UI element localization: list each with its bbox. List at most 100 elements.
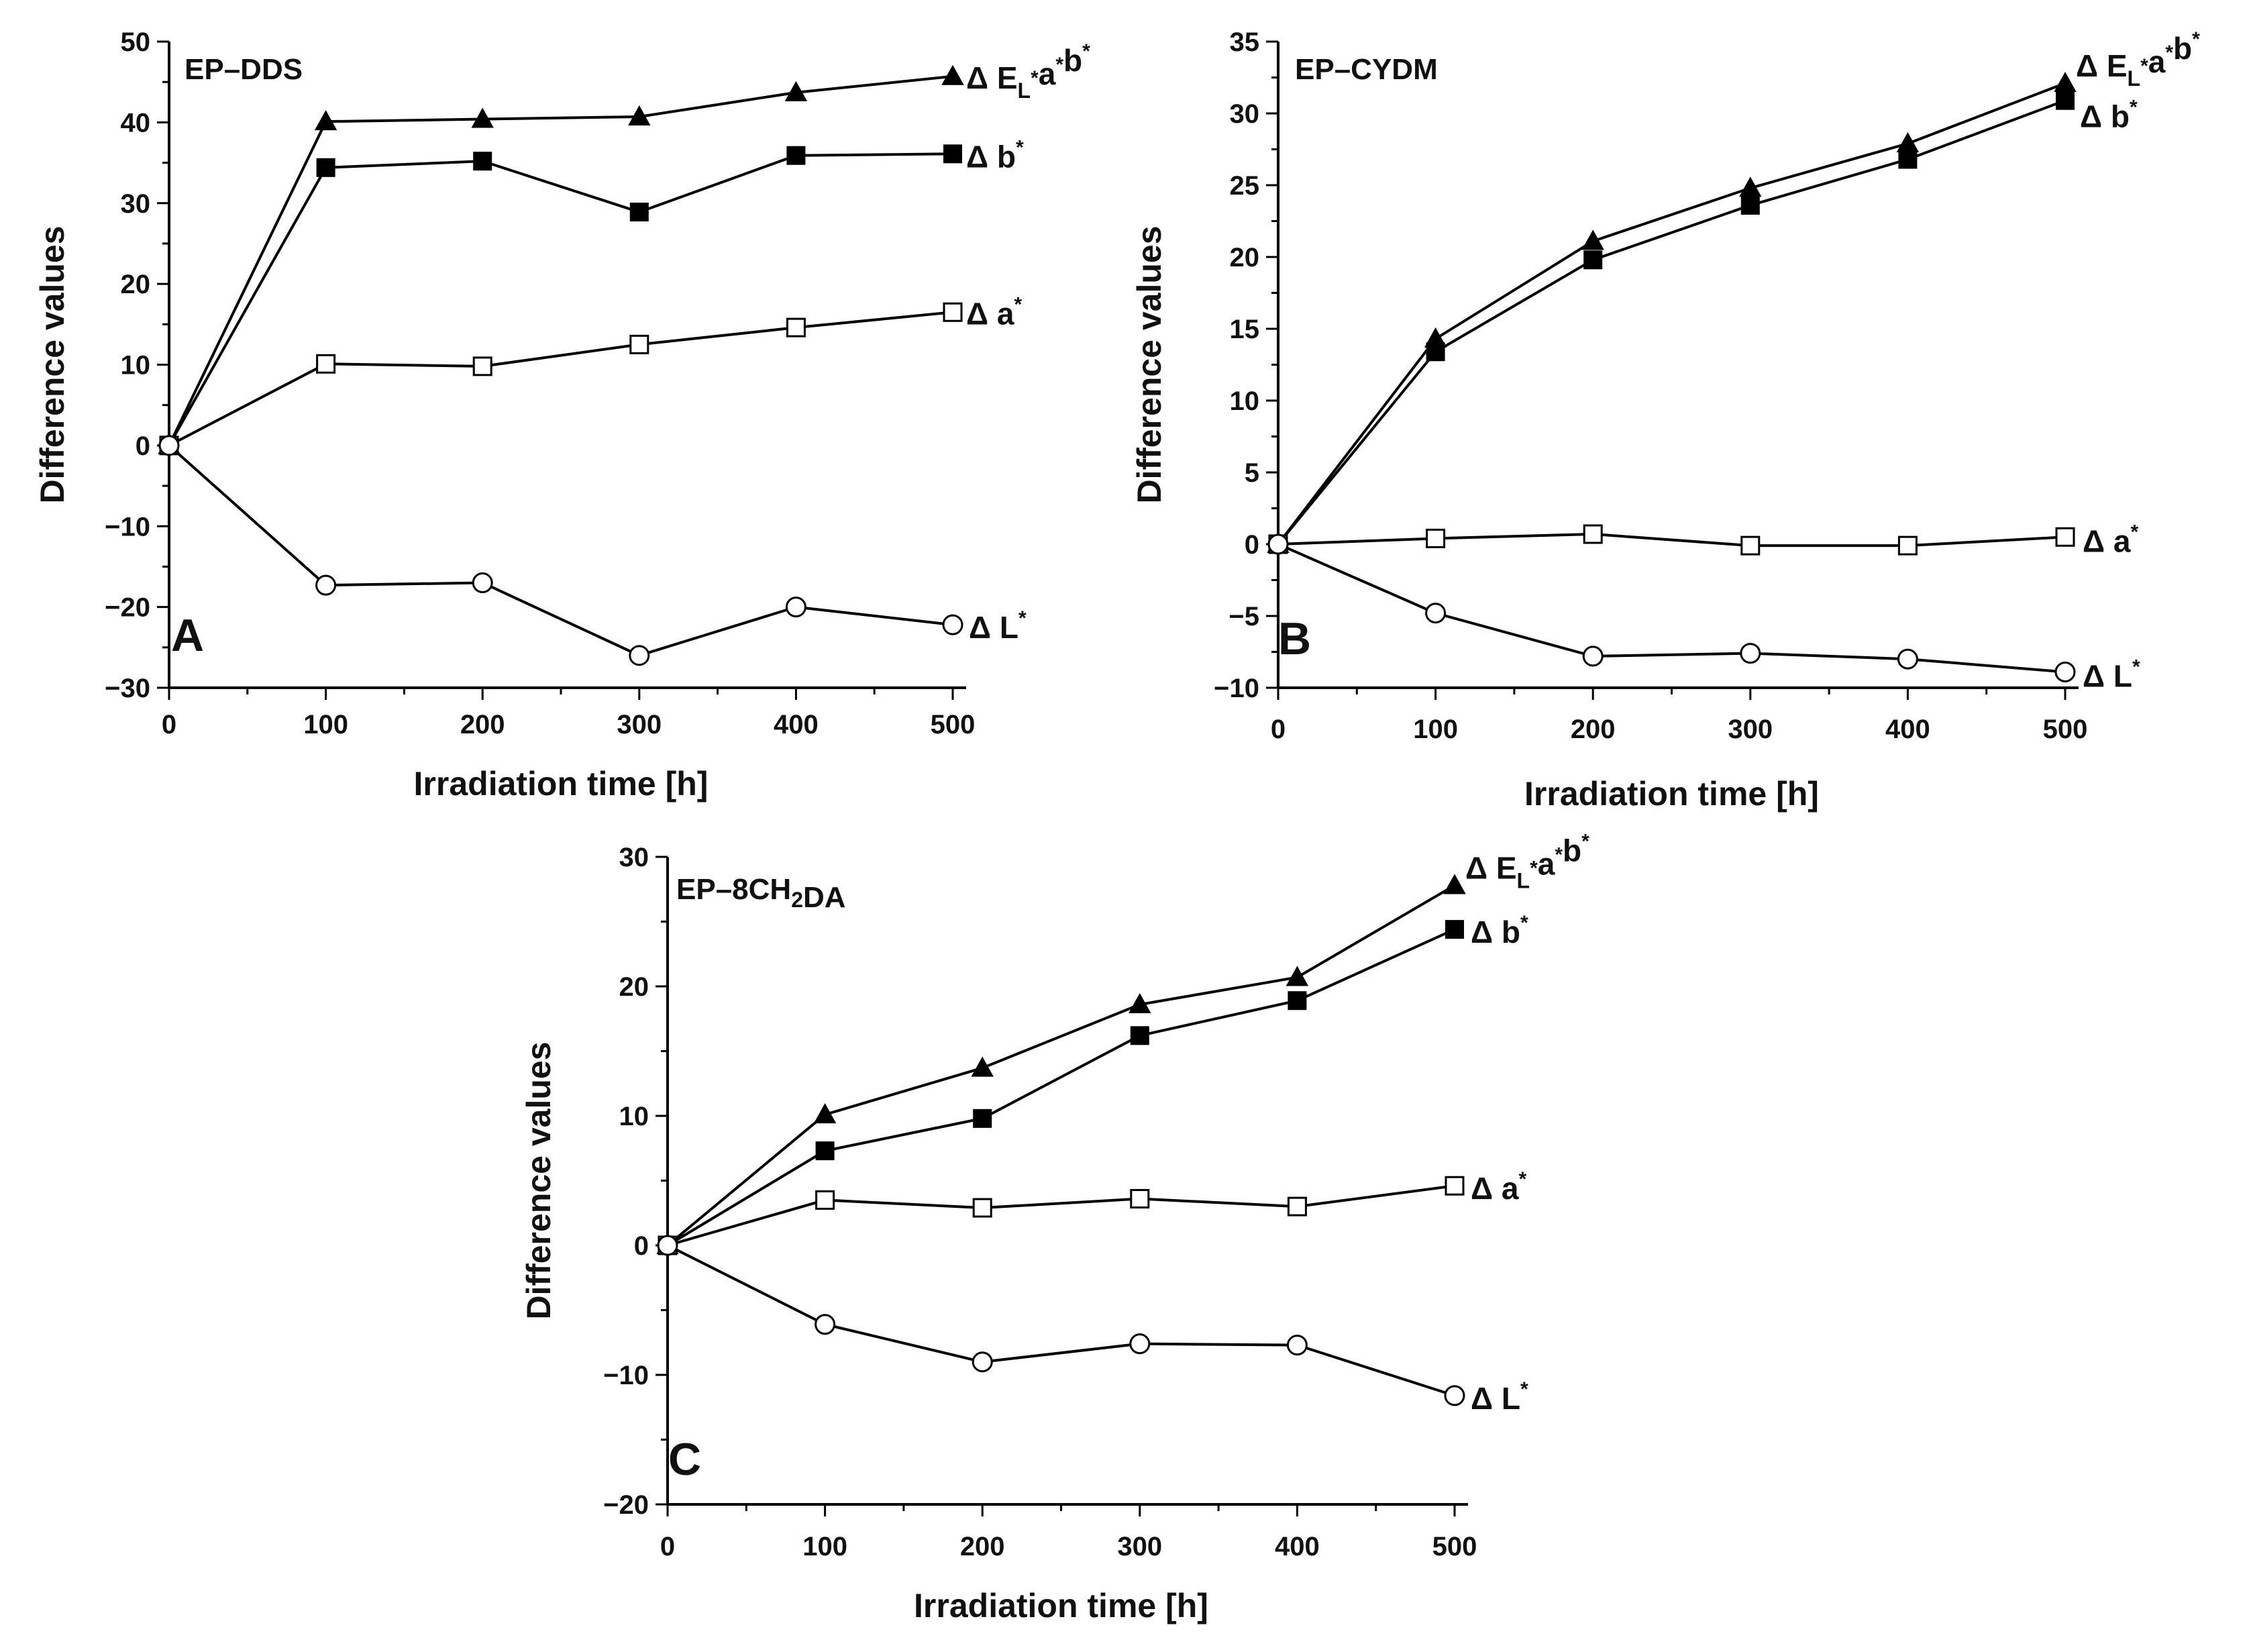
series-label: Δ EL*a*b* <box>966 40 1090 103</box>
data-point <box>158 435 180 456</box>
y-axis-label: Difference values <box>520 1041 558 1319</box>
series-line <box>168 74 953 446</box>
data-point <box>1740 643 1761 664</box>
y-tick-label: 0 <box>634 1231 649 1261</box>
series-line <box>1277 82 2066 546</box>
series-label: Δ L* <box>969 607 1027 645</box>
series-line <box>666 928 1455 1247</box>
y-tick-label: −30 <box>105 674 150 703</box>
series-line <box>168 444 953 657</box>
data-point <box>1581 229 1604 250</box>
x-tick-label: 200 <box>1571 715 1616 744</box>
data-point <box>1129 992 1151 1014</box>
x-tick-label: 0 <box>1271 715 1286 744</box>
panel-title: EP–CYDM <box>1295 53 1438 86</box>
y-tick-label: 20 <box>1230 243 1260 272</box>
data-point <box>941 64 964 85</box>
data-point <box>473 152 492 171</box>
data-point <box>943 144 962 164</box>
x-tick-label: 200 <box>460 710 505 739</box>
data-point <box>472 572 493 594</box>
data-point <box>973 1108 992 1128</box>
data-point <box>2055 527 2075 547</box>
data-point <box>972 1351 993 1373</box>
data-point <box>1897 648 1918 670</box>
panel-b: −10 −5 0 5 10 15 20 25 30 35 0 100 200 300 400 500 Irrad… <box>1131 28 2200 813</box>
series-delta-l: Δ L* <box>657 1235 1528 1416</box>
y-tick-label: 25 <box>1230 171 1260 201</box>
series-label: Δ b* <box>1471 912 1528 949</box>
panel-letter: A <box>171 610 204 661</box>
data-point <box>1444 1385 1465 1406</box>
y-tick-label: 5 <box>1245 458 1259 488</box>
panel-title: EP–8CH2DA <box>676 873 846 914</box>
data-point <box>1129 1333 1151 1355</box>
y-tick-label: 0 <box>136 431 150 461</box>
y-tick-label: 30 <box>121 189 151 219</box>
data-point <box>815 1190 835 1210</box>
x-tick-label: 0 <box>660 1532 675 1561</box>
x-axis-label: Irradiation time [h] <box>914 1587 1208 1624</box>
y-tick-label: 50 <box>121 28 151 57</box>
data-point <box>1896 132 1920 152</box>
data-point <box>942 614 963 635</box>
y-tick-label: −10 <box>603 1361 649 1390</box>
data-point <box>1130 1026 1149 1045</box>
data-point <box>1583 250 1603 270</box>
data-point <box>1443 874 1466 894</box>
data-point <box>1286 966 1309 986</box>
data-point <box>2054 661 2076 682</box>
data-point <box>657 1235 678 1256</box>
data-point <box>471 107 494 128</box>
y-tick-label: 10 <box>1230 386 1260 416</box>
x-tick-label: 500 <box>1432 1532 1477 1561</box>
y-tick-label: 20 <box>619 972 649 1002</box>
series-line <box>168 152 953 446</box>
x-tick-label: 500 <box>931 710 976 739</box>
y-tick-label: −20 <box>603 1490 649 1520</box>
series-line <box>1277 99 2066 546</box>
series-line <box>666 884 1456 1247</box>
series-line <box>168 311 953 447</box>
series-label: Δ EL*a*b* <box>2076 28 2200 91</box>
data-point <box>1740 535 1761 556</box>
data-point <box>629 645 650 666</box>
data-point <box>1898 150 1918 169</box>
x-tick-label: 400 <box>1275 1532 1320 1561</box>
series-line <box>667 1184 1455 1247</box>
series-delta-b: Δ b* <box>160 136 1024 455</box>
data-point <box>815 1141 835 1161</box>
x-tick-label: 300 <box>1117 1532 1162 1561</box>
x-tick-label: 100 <box>303 710 348 739</box>
series-line <box>667 1244 1455 1397</box>
data-point <box>472 356 492 376</box>
data-point <box>1426 528 1446 548</box>
series-label: Δ b* <box>966 136 1024 174</box>
x-tick-label: 400 <box>774 710 819 739</box>
data-point <box>785 597 806 618</box>
data-point <box>1287 1196 1307 1217</box>
y-tick-label: 20 <box>121 270 151 299</box>
series-label: Δ a* <box>2083 521 2138 558</box>
series-label: Δ a* <box>1471 1168 1526 1206</box>
y-tick-label: 10 <box>121 351 151 380</box>
y-tick-label: −20 <box>105 593 150 623</box>
y-tick-label: 30 <box>1230 99 1260 129</box>
data-point <box>629 202 649 221</box>
data-point <box>1897 535 1918 556</box>
data-point <box>2056 91 2075 110</box>
x-tick-label: 300 <box>1728 715 1773 744</box>
data-point <box>1426 342 1445 362</box>
data-point <box>786 317 806 338</box>
y-tick-label: −10 <box>1214 674 1259 703</box>
data-point <box>1582 646 1604 667</box>
y-tick-label: 0 <box>1245 530 1259 560</box>
series-label: Δ L* <box>1471 1378 1528 1416</box>
x-tick-label: 0 <box>162 710 176 739</box>
data-point <box>315 574 337 596</box>
y-tick-label: 40 <box>121 108 151 138</box>
panel-letter: B <box>1278 613 1311 664</box>
